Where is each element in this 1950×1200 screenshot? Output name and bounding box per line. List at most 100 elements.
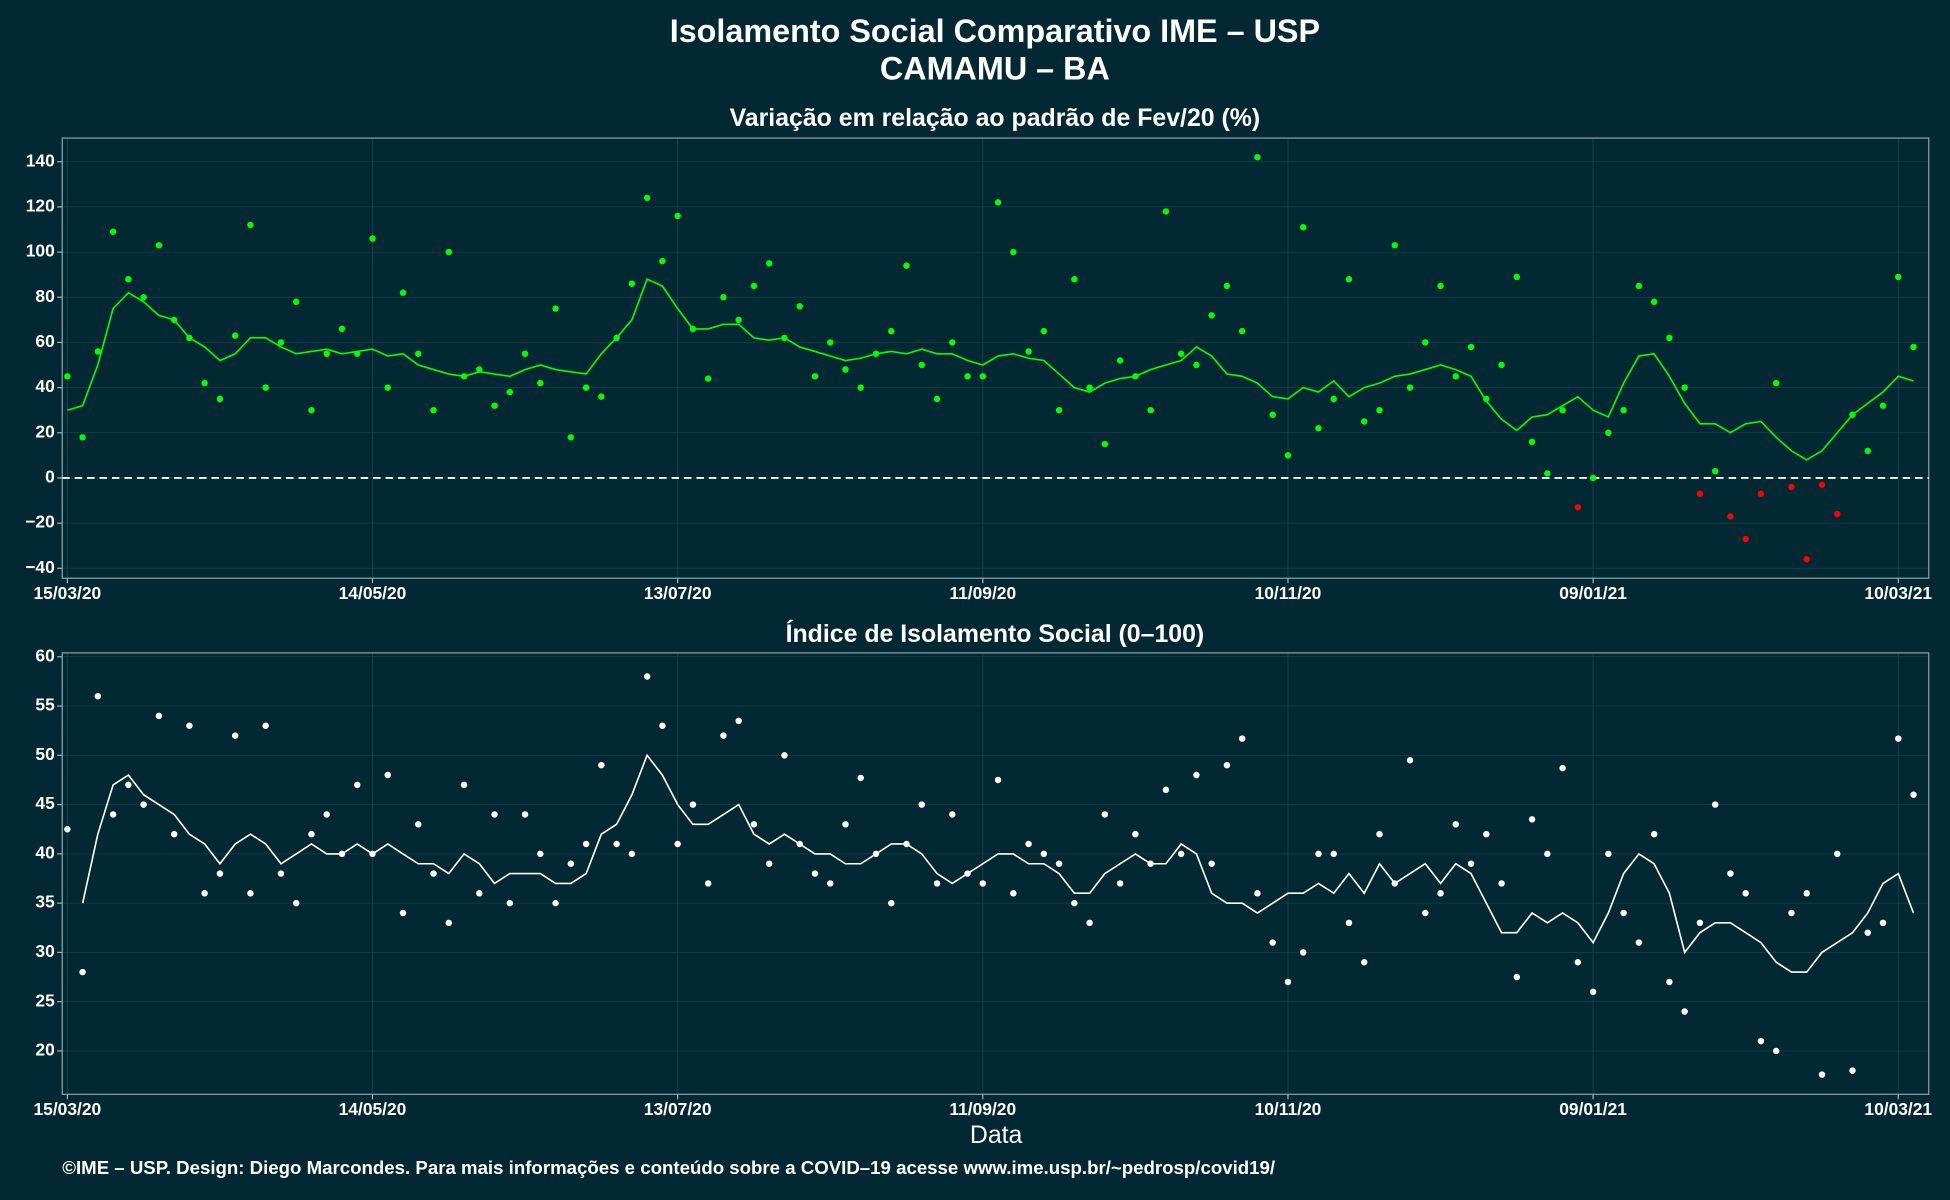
data-point	[811, 870, 819, 877]
data-point	[720, 294, 727, 301]
y-tick-label: 25	[35, 990, 55, 1010]
data-point	[1254, 153, 1261, 161]
data-point	[1284, 452, 1292, 459]
data-point	[552, 305, 559, 312]
chart-subtitle: CAMAMU – BA	[880, 50, 1110, 86]
data-point	[323, 811, 330, 818]
x-tick-label: 09/01/21	[1559, 583, 1627, 603]
y-tick-label: 100	[26, 241, 55, 261]
data-point	[1299, 949, 1307, 956]
data-point	[109, 228, 117, 235]
data-point	[1376, 406, 1383, 414]
data-point	[1650, 830, 1658, 838]
moving-average-line	[67, 278, 1914, 461]
data-point	[979, 880, 987, 887]
data-point	[155, 242, 163, 249]
data-point	[216, 395, 224, 403]
data-point	[1528, 438, 1536, 446]
data-point	[628, 850, 636, 858]
data-point	[64, 373, 71, 380]
data-point	[94, 692, 102, 700]
data-point	[1895, 273, 1902, 281]
x-tick-label: 10/03/21	[1864, 1099, 1932, 1119]
data-point	[1788, 483, 1795, 491]
data-point	[1162, 786, 1170, 794]
y-tick-label: 35	[35, 892, 55, 912]
data-point	[1101, 811, 1109, 818]
data-point	[735, 316, 742, 324]
y-tick-label: −20	[25, 512, 55, 532]
data-point	[201, 890, 208, 897]
data-point	[1574, 959, 1582, 966]
data-point	[1910, 343, 1917, 351]
panel-title: Variação em relação ao padrão de Fev/20 …	[730, 104, 1261, 132]
data-point	[1681, 384, 1688, 391]
data-point	[750, 821, 758, 828]
data-point	[1422, 909, 1429, 917]
data-point	[476, 366, 483, 373]
data-point	[1025, 348, 1032, 355]
y-tick-label: 120	[26, 196, 55, 216]
y-tick-label: 80	[35, 286, 54, 306]
data-point	[1742, 890, 1749, 897]
data-point	[1315, 425, 1322, 432]
x-tick-label: 15/03/20	[33, 1099, 101, 1119]
data-point	[1772, 1047, 1780, 1055]
data-point	[415, 821, 422, 828]
data-point	[506, 899, 514, 907]
data-point	[79, 434, 86, 441]
data-point	[1620, 406, 1627, 414]
data-point	[704, 880, 712, 887]
data-point	[1498, 880, 1505, 887]
data-point	[125, 781, 132, 789]
data-point	[1208, 860, 1215, 867]
data-point	[1467, 860, 1475, 867]
data-point	[1803, 556, 1810, 563]
data-point	[323, 350, 330, 357]
data-point	[1361, 959, 1368, 966]
plot-frame	[61, 137, 1930, 579]
data-point	[308, 406, 315, 414]
data-point	[1025, 840, 1032, 848]
data-point	[949, 339, 956, 346]
data-point	[231, 332, 239, 339]
data-point	[933, 395, 941, 403]
y-tick-label: −40	[25, 557, 55, 577]
moving-average-line	[81, 753, 1915, 973]
data-point	[582, 840, 590, 848]
data-point	[1177, 850, 1185, 858]
data-point	[567, 860, 575, 867]
data-point	[1727, 870, 1734, 877]
data-point	[1513, 273, 1521, 281]
x-tick-label: 09/01/21	[1559, 1099, 1627, 1119]
data-point	[1071, 899, 1078, 907]
data-point	[399, 909, 407, 917]
data-point	[491, 811, 498, 818]
data-point	[552, 899, 559, 907]
data-point	[1452, 373, 1460, 380]
data-point	[247, 890, 254, 897]
footer: ©IME – USP. Design: Diego Marcondes. Par…	[62, 1157, 1275, 1178]
data-point	[537, 850, 544, 858]
y-tick-label: 45	[35, 793, 55, 813]
data-point	[79, 968, 86, 976]
data-point	[277, 339, 285, 346]
data-point	[445, 248, 453, 256]
data-point	[231, 732, 239, 739]
data-point	[1330, 395, 1337, 403]
x-tick-label: 11/09/20	[949, 1099, 1016, 1119]
y-tick-label: 20	[35, 1040, 54, 1060]
data-point	[1666, 978, 1673, 986]
data-point	[1223, 761, 1231, 769]
data-point	[765, 260, 773, 267]
data-point	[1467, 343, 1475, 351]
data-point	[1544, 850, 1551, 858]
data-point	[1635, 282, 1643, 290]
data-point	[1071, 275, 1078, 283]
data-point	[1193, 771, 1200, 779]
data-point	[338, 325, 346, 333]
data-point	[994, 776, 1002, 784]
data-point	[1544, 470, 1551, 477]
data-point	[888, 899, 895, 907]
data-point	[1879, 402, 1887, 409]
